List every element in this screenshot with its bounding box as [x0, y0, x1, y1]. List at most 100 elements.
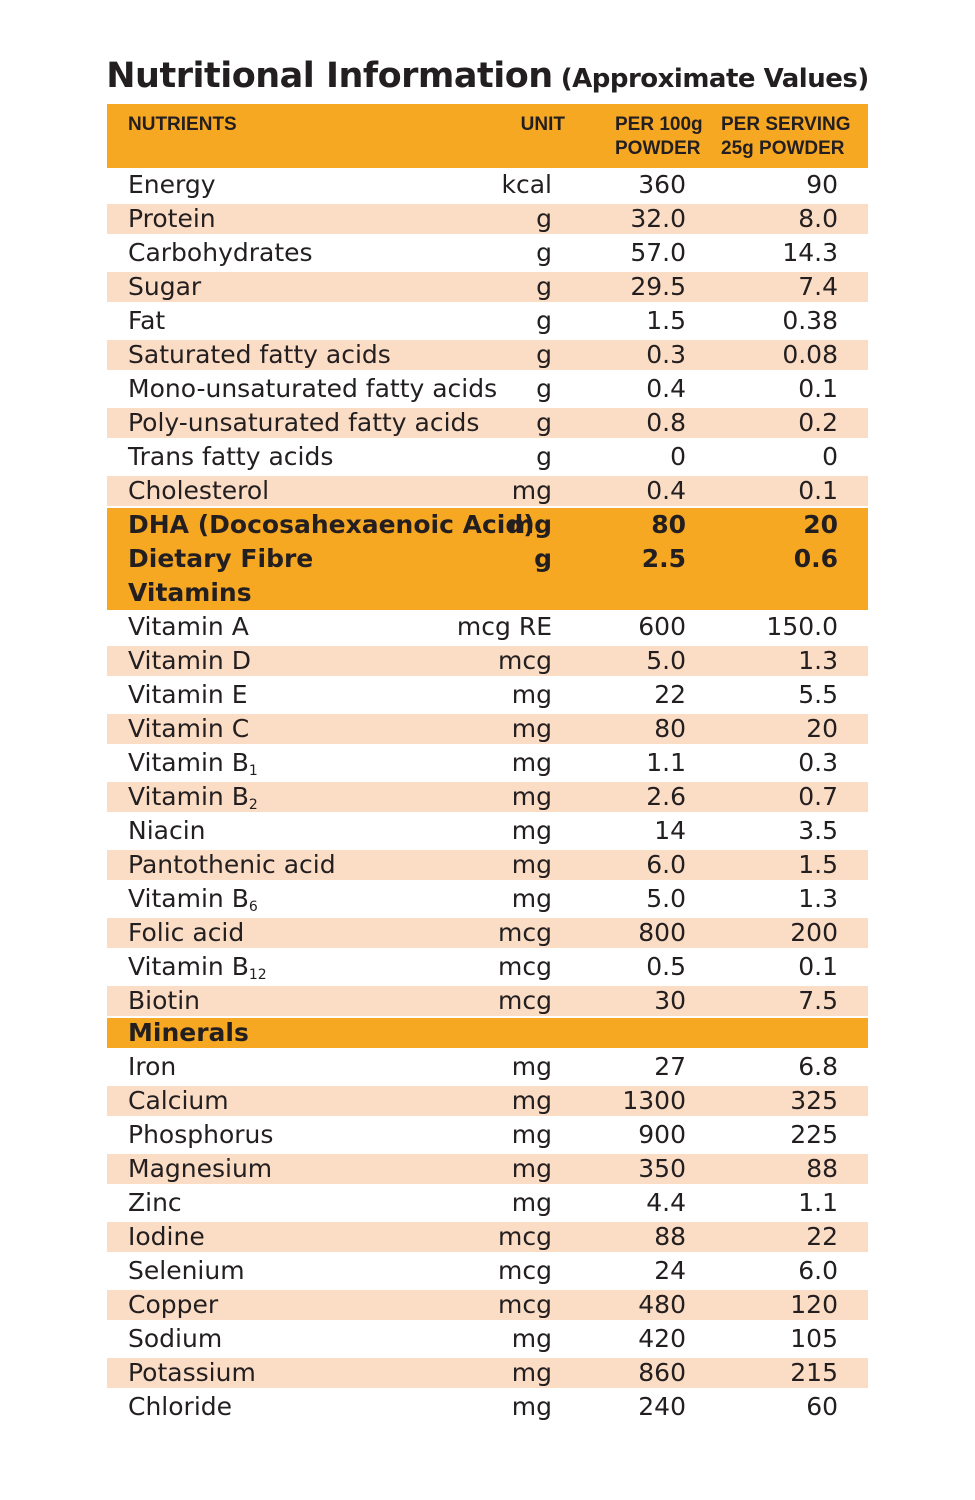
value-per-serving: 0.2	[798, 408, 838, 437]
table-row: Mono-unsaturated fatty acids g 0.4 0.1	[107, 372, 868, 406]
nutrient-unit: mg	[511, 1154, 552, 1183]
table-row: Vitamin A mcg RE 600 150.0	[107, 610, 868, 644]
header-per-100g-line1: PER 100g	[615, 114, 703, 135]
value-per-100g: 350	[638, 1154, 686, 1183]
nutrient-name-text: Chloride	[128, 1392, 233, 1421]
nutrient-name: Sodium	[128, 1322, 222, 1356]
nutrient-name-text: Carbohydrates	[128, 238, 313, 267]
value-per-100g: 88	[654, 1222, 686, 1251]
value-per-serving: 0.7	[798, 782, 838, 811]
nutrient-name: Phosphorus	[128, 1118, 273, 1152]
table-row: Selenium mcg 24 6.0	[107, 1254, 868, 1288]
value-per-100g: 600	[638, 612, 686, 641]
nutrient-unit: g	[536, 272, 552, 301]
value-per-serving: 0.1	[798, 476, 838, 505]
page-title: Nutritional Information (Approximate Valu…	[0, 56, 975, 96]
nutrient-name: Mono-unsaturated fatty acids	[128, 372, 497, 406]
nutrient-unit: mg	[511, 476, 552, 505]
nutrient-name: Biotin	[128, 986, 200, 1016]
value-per-100g: 1.1	[646, 748, 686, 777]
table-row: Copper mcg 480 120	[107, 1290, 868, 1320]
value-per-serving: 20	[803, 510, 838, 539]
nutrient-unit: mcg	[498, 1256, 552, 1285]
table-header: NUTRIENTS UNIT PER 100g POWDER PER SERVI…	[107, 104, 868, 168]
nutrient-name-text: Folic acid	[128, 918, 245, 947]
value-per-serving: 105	[790, 1324, 838, 1353]
value-per-serving: 0.6	[793, 544, 838, 573]
nutrient-unit: kcal	[501, 170, 553, 199]
minerals-label: Minerals	[128, 1018, 249, 1047]
nutrient-name-text: Zinc	[128, 1188, 182, 1217]
table-row: DHA (Docosahexaenoic Acid) mg 80 20	[107, 508, 868, 542]
value-per-100g: 80	[654, 714, 686, 743]
nutrient-name-text: Copper	[128, 1290, 219, 1319]
value-per-serving: 0.38	[782, 306, 838, 335]
vitamins-heading: Vitamins	[107, 576, 868, 610]
nutrient-name: Vitamin B1	[128, 746, 258, 780]
table-row: Potassium mg 860 215	[107, 1358, 868, 1388]
nutrient-unit: g	[536, 306, 552, 335]
nutrient-name-text: Poly-unsaturated fatty acids	[128, 408, 480, 437]
value-per-100g: 900	[638, 1120, 686, 1149]
nutrient-name: Vitamin B12	[128, 950, 267, 984]
vitamins-label: Vitamins	[128, 578, 252, 607]
table-row: Biotin mcg 30 7.5	[107, 986, 868, 1016]
value-per-100g: 27	[654, 1052, 686, 1081]
value-per-serving: 0.08	[782, 340, 838, 369]
value-per-serving: 0	[822, 442, 838, 471]
nutrient-name-text: Iron	[128, 1052, 177, 1081]
header-unit: UNIT	[520, 114, 565, 135]
value-per-100g: 420	[638, 1324, 686, 1353]
nutrient-unit: mcg	[498, 646, 552, 675]
nutrient-name: Copper	[128, 1290, 218, 1320]
nutrient-name-text: Vitamin E	[128, 680, 248, 709]
header-per-serving-line1: PER SERVING	[721, 114, 851, 135]
header-per-100g: PER 100g POWDER	[615, 113, 703, 161]
nutrient-name: Cholesterol	[128, 476, 269, 506]
nutrient-unit: g	[536, 442, 552, 471]
value-per-serving: 150.0	[766, 612, 838, 641]
table-row: Energy kcal 360 90	[107, 168, 868, 202]
nutrient-unit: mg	[511, 1086, 552, 1115]
value-per-serving: 3.5	[798, 816, 838, 845]
nutrient-name: Dietary Fibre	[128, 542, 313, 576]
nutrient-name-text: Vitamin D	[128, 646, 251, 675]
value-per-100g: 0.4	[646, 374, 686, 403]
value-per-serving: 14.3	[782, 238, 838, 267]
minerals-heading: Minerals	[107, 1018, 868, 1048]
nutrient-name: Magnesium	[128, 1154, 272, 1184]
nutrient-name: Vitamin E	[128, 678, 248, 712]
header-per-serving: PER SERVING 25g POWDER	[721, 113, 851, 161]
nutrient-unit: g	[536, 408, 552, 437]
title-sub: (Approximate Values)	[560, 64, 870, 94]
nutrient-unit: g	[536, 204, 552, 233]
nutrient-name-text: Vitamin B	[128, 952, 249, 981]
nutrient-name-text: Vitamin B	[128, 782, 249, 811]
nutrient-name: Iodine	[128, 1222, 205, 1252]
nutrient-name-text: Vitamin B	[128, 884, 249, 913]
value-per-100g: 1.5	[646, 306, 686, 335]
nutrient-name-text: Cholesterol	[128, 476, 270, 505]
value-per-100g: 360	[638, 170, 686, 199]
value-per-serving: 1.3	[798, 646, 838, 675]
table-row: Dietary Fibre g 2.5 0.6	[107, 542, 868, 576]
value-per-100g: 29.5	[630, 272, 686, 301]
nutrient-name: Energy	[128, 168, 216, 202]
nutrient-name: Vitamin A	[128, 610, 249, 644]
table-row: Trans fatty acids g 0 0	[107, 440, 868, 474]
nutrient-subscript: 1	[248, 763, 258, 779]
header-nutrients: NUTRIENTS	[128, 114, 237, 135]
table-row: Saturated fatty acids g 0.3 0.08	[107, 340, 868, 370]
table-row: Protein g 32.0 8.0	[107, 204, 868, 234]
nutrient-unit: mcg RE	[456, 612, 552, 641]
value-per-100g: 14	[654, 816, 686, 845]
table-row: Folic acid mcg 800 200	[107, 918, 868, 948]
value-per-serving: 225	[790, 1120, 838, 1149]
value-per-serving: 8.0	[798, 204, 838, 233]
value-per-100g: 80	[651, 510, 686, 539]
nutrient-unit: mg	[511, 1188, 552, 1217]
title-main: Nutritional Information	[106, 56, 553, 96]
value-per-100g: 0.4	[646, 476, 686, 505]
value-per-serving: 1.1	[798, 1188, 838, 1217]
highlight-section: DHA (Docosahexaenoic Acid) mg 80 20 Dietary …	[107, 508, 868, 610]
